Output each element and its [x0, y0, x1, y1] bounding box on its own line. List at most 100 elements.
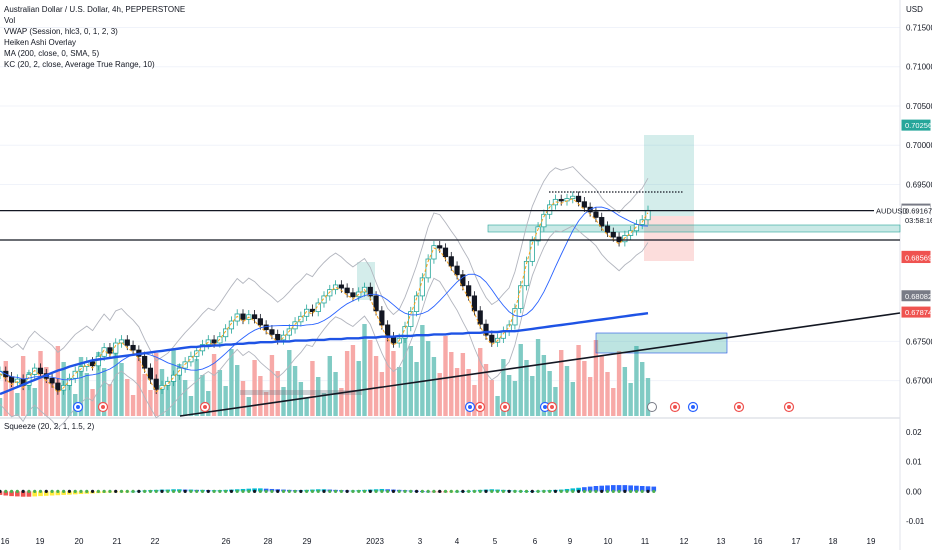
squeeze-bar: [639, 486, 645, 492]
vwap-line: [0, 198, 649, 394]
squeeze-title[interactable]: Squeeze (20, 2, 1, 1.5, 2): [4, 422, 95, 431]
squeeze-dot: [200, 489, 205, 493]
squeeze-dot: [629, 489, 633, 493]
volume-bar: [535, 339, 541, 416]
event-icons[interactable]: [72, 401, 795, 413]
chart-title[interactable]: Australian Dollar / U.S. Dollar, 4h, PEP…: [4, 5, 186, 14]
price-label: 0.70256: [905, 121, 932, 130]
candle-up: [408, 311, 414, 327]
event-flag-icon: [673, 405, 677, 409]
volume-bar: [78, 357, 84, 416]
volume-bar: [344, 351, 350, 416]
legend-vwap[interactable]: VWAP (Session, hlc3, 0, 1, 2, 3): [4, 27, 118, 36]
squeeze-dot: [542, 489, 546, 493]
squeeze-bar: [634, 485, 639, 492]
squeeze-dot: [0, 489, 2, 493]
price-label: 0.67874: [905, 308, 932, 317]
squeeze-dot: [646, 489, 650, 493]
candle-down: [367, 286, 373, 297]
legend-heiken-ashi[interactable]: Heiken Ashi Overlay: [4, 38, 77, 47]
volume-bar: [622, 367, 628, 416]
squeeze-dot: [224, 489, 228, 493]
time-tick: 11: [641, 537, 650, 546]
volume-bar: [223, 386, 228, 416]
volume-bar: [235, 365, 240, 416]
squeeze-dot: [322, 489, 326, 493]
squeeze-dot: [15, 489, 19, 493]
squeeze-dot: [79, 489, 83, 493]
squeeze-bar: [20, 491, 26, 497]
candle-up: [547, 204, 553, 215]
legend-ma[interactable]: MA (200, close, 0, SMA, 5): [4, 49, 100, 58]
drawing-zones[interactable]: [240, 135, 901, 395]
candle-up: [327, 289, 333, 297]
squeeze-dot: [90, 489, 95, 493]
squeeze-dot: [102, 489, 106, 493]
candle-down: [477, 310, 483, 325]
squeeze-bar: [55, 491, 61, 496]
ma200-line: [0, 312, 649, 396]
squeeze-dot: [281, 489, 286, 493]
time-tick: 12: [680, 537, 689, 546]
squeeze-dot: [177, 489, 181, 493]
squeeze-dot: [339, 489, 343, 493]
squeeze-dot: [252, 489, 257, 493]
squeeze-dot: [397, 489, 401, 493]
event-flag-icon: [101, 405, 105, 409]
candle-up: [315, 302, 321, 313]
volume-bar: [356, 361, 361, 416]
volume-bar: [142, 374, 147, 416]
squeeze-dot: [414, 489, 419, 493]
volume-bar: [339, 388, 344, 416]
squeeze-dot: [131, 489, 135, 493]
volume-bar: [148, 390, 153, 416]
candle-up: [518, 285, 524, 309]
candle-down: [251, 314, 258, 320]
squeeze-dot: [640, 489, 644, 493]
grey-zone: [240, 390, 362, 395]
candle-up: [570, 195, 576, 199]
candle-down: [153, 378, 159, 390]
event-flag-icon: [468, 405, 472, 409]
volume-bar: [414, 362, 419, 416]
price-label-bg: [901, 119, 931, 131]
volume-bar: [188, 396, 194, 416]
candles: [0, 191, 651, 395]
time-tick: 3: [418, 537, 423, 546]
volume-bar: [96, 352, 101, 416]
horizontal-lines[interactable]: [0, 191, 900, 241]
volume-bar: [84, 373, 89, 416]
squeeze-dot: [4, 489, 8, 493]
volume-bar: [177, 364, 182, 416]
candle-up: [321, 295, 327, 304]
squeeze-bar: [61, 491, 66, 495]
time-axis[interactable]: 16 19 20 21 22 26 28 29 2023 3 4 5 6 9 10 11 12 13 16 17 18 1…: [1, 537, 876, 546]
squeeze-dot: [605, 489, 610, 493]
legend-kc[interactable]: KC (20, 2, close, Average True Range, 10…: [4, 60, 155, 69]
squeeze-bar: [582, 487, 587, 492]
volume-bar: [570, 382, 575, 416]
time-tick: 2023: [366, 537, 384, 546]
volume-bar: [449, 352, 454, 416]
squeeze-dot: [530, 489, 534, 493]
volume-bar: [512, 381, 518, 416]
squeeze-bar: [622, 485, 628, 492]
squeeze-bar: [43, 491, 49, 496]
squeeze-dot: [9, 489, 14, 493]
volume-bar: [628, 383, 633, 416]
squeeze-bar: [593, 486, 599, 492]
candle-up: [113, 342, 119, 354]
time-tick: 16: [1, 537, 10, 546]
volume-bar: [182, 380, 188, 416]
volume-bar: [240, 381, 246, 416]
volume-bar: [501, 359, 506, 416]
event-flag-icon: [691, 405, 695, 409]
legend-vol[interactable]: Vol: [4, 16, 16, 25]
squeeze-tick: 0.00: [906, 487, 922, 496]
price-label-bg: [901, 306, 931, 318]
squeeze-dot: [380, 489, 384, 493]
volume-bar: [9, 377, 14, 416]
candle-down: [599, 217, 605, 227]
